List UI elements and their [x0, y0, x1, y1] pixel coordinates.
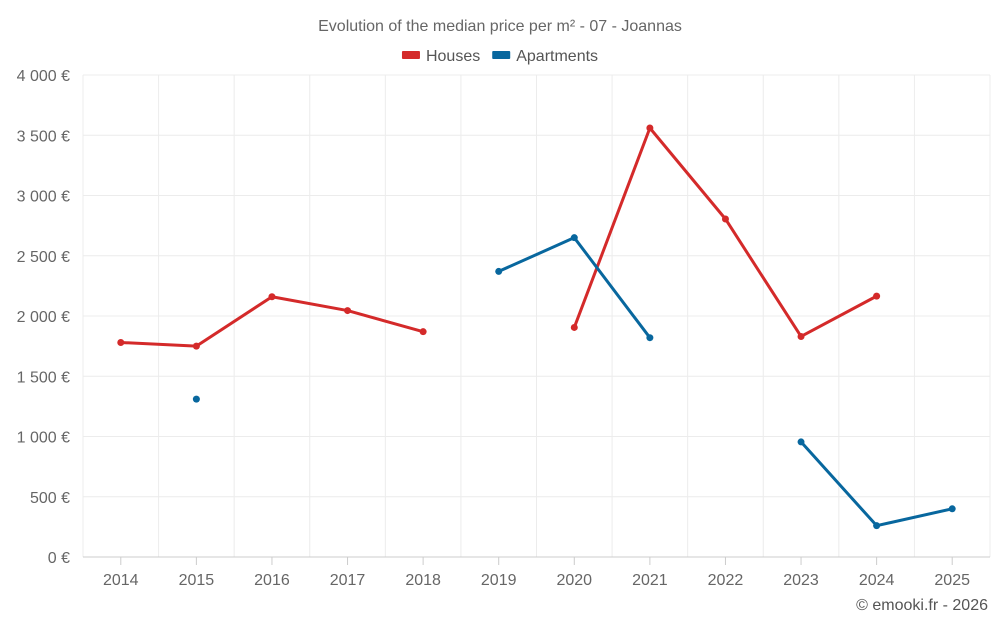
axes: 0 € 500 € 1 000 € 1 500 € 2 000 € 2 500 € 3 00…: [17, 68, 990, 589]
x-tick-label: 2015: [179, 572, 215, 589]
apartments-point-2023[interactable]: [797, 438, 805, 446]
apartments-line-segment: [497, 236, 652, 340]
apartments-point-2020[interactable]: [570, 234, 578, 242]
x-tick-label: 2016: [254, 572, 290, 589]
apartments-point-2021[interactable]: [646, 334, 654, 342]
x-tick-label: 2018: [405, 572, 441, 589]
houses-line-segment: [572, 126, 879, 338]
legend-item-houses[interactable]: Houses: [401, 48, 480, 65]
houses-point-2020[interactable]: [570, 323, 578, 331]
apartments-line-segment: [799, 440, 954, 528]
x-tick-label: 2019: [481, 572, 517, 589]
houses-point-2014[interactable]: [117, 339, 125, 347]
legend: Houses Apartments: [401, 48, 598, 65]
apartments-point-2024[interactable]: [873, 522, 881, 530]
y-tick-label: 2 500 €: [17, 249, 70, 266]
houses-point-2015[interactable]: [192, 342, 200, 350]
apartments-point-2019[interactable]: [495, 267, 503, 275]
legend-item-apartments[interactable]: Apartments: [492, 48, 598, 65]
credit-text: © emooki.fr - 2026: [856, 597, 988, 614]
houses-point-2017[interactable]: [344, 307, 352, 315]
houses-point-2021[interactable]: [646, 124, 654, 132]
x-tick-label: 2022: [708, 572, 744, 589]
series-layer: [117, 124, 956, 530]
x-tick-label: 2023: [783, 572, 819, 589]
legend-swatch: [401, 51, 420, 59]
houses-point-2018[interactable]: [419, 328, 427, 336]
y-tick-label: 3 000 €: [17, 189, 70, 206]
legend-label: Apartments: [516, 48, 598, 65]
legend-swatch: [492, 51, 511, 59]
y-tick-label: 1 000 €: [17, 430, 70, 447]
houses-point-2024[interactable]: [873, 292, 881, 300]
x-tick-label: 2017: [330, 572, 366, 589]
houses-line-segment: [119, 295, 425, 348]
houses-point-2022[interactable]: [721, 215, 729, 223]
grid: [82, 74, 991, 557]
legend-label: Houses: [426, 48, 480, 65]
series-houses: [117, 124, 881, 350]
x-tick-label: 2025: [934, 572, 970, 589]
y-tick-label: 2 000 €: [17, 309, 70, 326]
houses-point-2023[interactable]: [797, 332, 805, 340]
chart-title: Evolution of the median price per m² - 0…: [318, 18, 682, 35]
y-tick-label: 500 €: [30, 490, 70, 507]
y-tick-label: 0 €: [48, 550, 70, 567]
apartments-point-2015[interactable]: [192, 395, 200, 403]
y-tick-label: 3 500 €: [17, 128, 70, 145]
x-tick-label: 2024: [859, 572, 895, 589]
x-tick-label: 2020: [556, 572, 592, 589]
x-tick-label: 2014: [103, 572, 139, 589]
y-tick-label: 1 500 €: [17, 369, 70, 386]
x-tick-label: 2021: [632, 572, 668, 589]
houses-point-2016[interactable]: [268, 293, 276, 301]
y-tick-label: 4 000 €: [17, 68, 70, 85]
apartments-point-2025[interactable]: [948, 505, 956, 513]
series-apartments: [192, 234, 956, 530]
